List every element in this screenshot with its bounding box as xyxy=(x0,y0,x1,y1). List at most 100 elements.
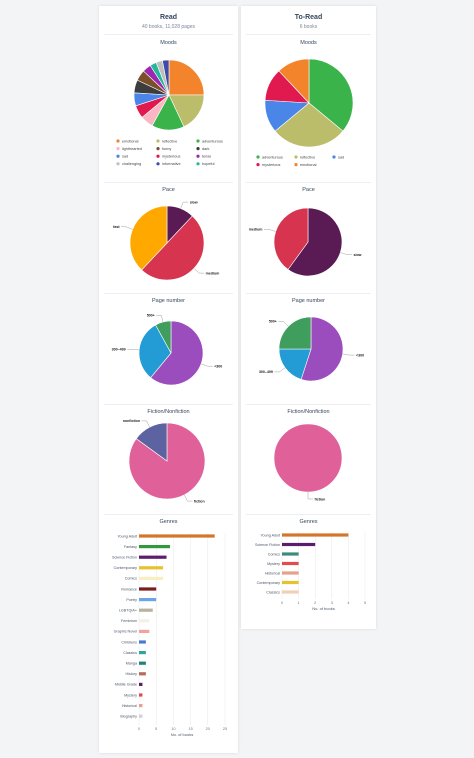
legend-label: sad xyxy=(338,155,344,159)
pie-label-300-499: 300–499 xyxy=(112,348,126,352)
x-tick-label: 10 xyxy=(171,727,175,731)
divider xyxy=(246,514,371,515)
pie-label-leader xyxy=(201,363,213,367)
fiction-pie-chart: fiction nonfiction xyxy=(123,419,206,503)
legend-label: adventurous xyxy=(262,155,283,159)
divider xyxy=(104,514,233,515)
pie-label-leader xyxy=(180,201,189,209)
bar-young-adult xyxy=(282,533,349,537)
pie-label-leader xyxy=(274,367,286,373)
legend-label: sad xyxy=(122,155,128,159)
genres-bar-chart: 0 1 2 3 4 5 No. of books Young Adult Science Fic… xyxy=(255,532,366,611)
legend-swatch xyxy=(196,162,200,166)
legend-swatch xyxy=(116,162,120,166)
section-title-page-number: Page number xyxy=(291,298,326,304)
section-title-genres: Genres xyxy=(159,519,178,525)
y-category-label: Middle Grade xyxy=(115,683,137,687)
bar-manga xyxy=(139,661,146,665)
legend-swatch xyxy=(116,147,120,151)
y-category-label: Fantasy xyxy=(124,545,137,549)
legend-label: reflective xyxy=(162,139,177,143)
bar-childrens xyxy=(139,640,146,644)
pie-slice-fiction xyxy=(273,423,343,493)
legend-swatch xyxy=(196,139,200,143)
legend-item-dark: dark xyxy=(196,147,209,151)
pie-label-leader xyxy=(121,226,133,230)
legend-item-informative: informative xyxy=(156,162,181,166)
legend-label: adventurous xyxy=(202,139,223,143)
legend-item-mysterious: mysterious xyxy=(156,155,180,159)
bar-middle-grade xyxy=(139,682,143,686)
legend-swatch xyxy=(156,139,160,143)
divider xyxy=(246,293,371,294)
legend-swatch xyxy=(156,154,160,158)
pie-slice-slow xyxy=(287,207,343,277)
pie-slice-reflective xyxy=(274,102,344,148)
legend-swatch xyxy=(116,154,120,158)
y-category-label: Feminism xyxy=(121,619,137,623)
legend-label: emotional xyxy=(300,163,317,167)
bar-science-fiction xyxy=(282,542,316,547)
y-category-label: Science Fiction xyxy=(112,556,137,560)
legend-label: lighthearted xyxy=(122,147,142,151)
legend-item-reflective: reflective xyxy=(156,139,177,143)
books-count: 40 books xyxy=(141,24,163,30)
moods-pie-chart: emotional reflective adventurous lightheart… xyxy=(116,59,223,166)
x-tick-label: 5 xyxy=(364,601,366,605)
bar-young-adult xyxy=(139,534,215,538)
legend-item-hopeful: hopeful xyxy=(196,162,215,166)
pie-label-500: 500+ xyxy=(269,320,277,324)
divider xyxy=(104,404,233,405)
bar-classics xyxy=(139,651,146,655)
legend-label: emotional xyxy=(122,139,139,143)
legend-swatch xyxy=(294,163,298,167)
pie-label-leader xyxy=(141,420,150,428)
divider xyxy=(246,404,371,405)
bar-lgbtqia xyxy=(139,608,153,612)
legend-item-emotional: emotional xyxy=(294,163,317,167)
legend-swatch xyxy=(156,147,160,151)
bar-contemporary xyxy=(282,580,299,585)
y-category-label: Historical xyxy=(265,571,280,575)
pie-slice-500 xyxy=(155,320,172,354)
pie-label-leader xyxy=(307,492,313,500)
pie-slice-medium xyxy=(141,215,205,281)
x-tick-label: 4 xyxy=(347,601,349,605)
pace-pie-chart: slow medium fast xyxy=(113,200,219,281)
legend-item-adventurous: adventurous xyxy=(256,155,283,159)
pie-slice-500 xyxy=(278,316,312,350)
x-tick-label: 3 xyxy=(331,601,333,605)
y-category-label: Young Adult xyxy=(260,533,280,537)
bar-classics xyxy=(282,590,299,594)
x-tick-label: 15 xyxy=(188,727,192,731)
pie-slice-emotional xyxy=(168,59,205,96)
pie-label-fiction: fiction xyxy=(194,499,205,503)
pie-label-leader xyxy=(127,349,140,351)
card-title: To-Read xyxy=(294,14,323,21)
pie-label-300: <300 xyxy=(356,353,364,357)
pie-slice-adventurous xyxy=(308,58,354,132)
bar-historical xyxy=(139,704,143,708)
x-tick-label: 2 xyxy=(314,601,316,605)
pie-slice-nonfiction xyxy=(135,422,168,462)
legend-item-funny: funny xyxy=(156,147,171,151)
bar-feminism xyxy=(139,619,150,623)
pie-slice-informative xyxy=(162,59,170,96)
divider xyxy=(104,182,233,183)
divider xyxy=(246,182,371,183)
legend-swatch xyxy=(116,139,120,143)
section-title-genres: Genres xyxy=(299,519,318,525)
y-category-label: Contemporary xyxy=(257,581,281,585)
x-axis-label: No. of books xyxy=(312,606,334,611)
legend-item-emotional: emotional xyxy=(116,139,139,143)
y-category-label: Graphic Novel xyxy=(114,630,138,634)
bar-history xyxy=(139,672,146,676)
legend-swatch xyxy=(256,155,260,159)
fiction-pie-chart: fiction xyxy=(273,423,343,501)
legend-label: mysterious xyxy=(262,163,280,167)
pie-label-leader xyxy=(340,252,352,255)
x-tick-label: 20 xyxy=(206,727,210,731)
y-category-label: Poetry xyxy=(126,598,137,602)
y-category-label: Biography xyxy=(120,715,137,719)
divider xyxy=(104,34,233,35)
